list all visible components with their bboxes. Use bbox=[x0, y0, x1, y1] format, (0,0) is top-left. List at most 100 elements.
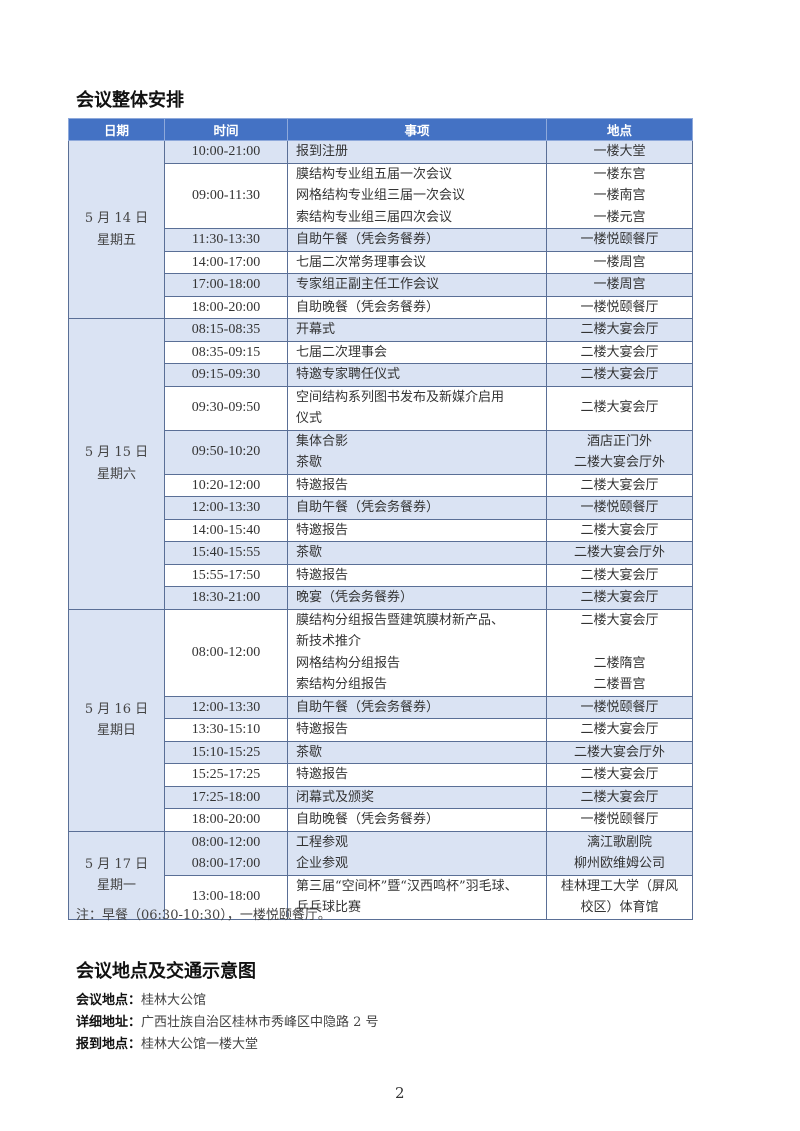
location-text: 二楼大宴会厅 bbox=[580, 612, 659, 628]
location-cell: 二楼大宴会厅 bbox=[546, 340, 693, 364]
location-cell: 酒店正门外 二楼大宴会厅外 bbox=[546, 429, 693, 475]
time-cell: 18:00-20:00 bbox=[164, 808, 288, 832]
time-cell: 18:30-21:00 bbox=[164, 586, 288, 610]
time-cell: 10:00-21:00 bbox=[164, 140, 288, 164]
table-row: 09:00-11:30 膜结构专业组五届一次会议 网格结构专业组三届一次会议 索结构专… bbox=[69, 162, 693, 229]
location-cell: 二楼大宴会厅 二楼隋宫 二楼晋宫 bbox=[546, 608, 693, 697]
time-cell: 15:10-15:25 bbox=[164, 740, 288, 764]
location-text: 二楼大宴会厅外 bbox=[573, 545, 665, 560]
time-cell: 13:30-15:10 bbox=[164, 718, 288, 742]
date-text: 5 月 16 日 bbox=[84, 701, 149, 717]
location-text: 一楼悦颐餐厅 bbox=[580, 812, 659, 827]
item-text: 茶歇 bbox=[296, 744, 323, 760]
time-cell: 17:25-18:00 bbox=[164, 785, 288, 809]
location-cell: 二楼大宴会厅 bbox=[546, 763, 693, 787]
location-cell: 桂林理工大学（屏风 校区）体育馆 bbox=[546, 874, 693, 920]
location-text: 二楼大宴会厅 bbox=[580, 789, 659, 805]
time-cell: 09:50-10:20 bbox=[164, 429, 288, 475]
location-text: 一楼周宫 bbox=[593, 277, 646, 292]
location-text: 一楼周宫 bbox=[593, 254, 646, 270]
location-text: 二楼隋宫 bbox=[593, 655, 646, 671]
item-cell: 膜结构专业组五届一次会议 网格结构专业组三届一次会议 索结构专业组三届四次会议 bbox=[287, 162, 547, 229]
time-text: 08:00-12:00 bbox=[191, 834, 261, 850]
item-cell: 特邀报告 bbox=[287, 563, 547, 587]
info-venue: 会议地点：桂林大公馆 bbox=[76, 993, 207, 1008]
item-cell: 特邀报告 bbox=[287, 763, 547, 787]
location-cell: 二楼大宴会厅 bbox=[546, 318, 693, 342]
item-cell: 第三届“空间杯”暨“汉西鸣杯”羽毛球、 乒乓球比赛 bbox=[287, 874, 547, 920]
location-cell: 一楼悦颐餐厅 bbox=[546, 496, 693, 520]
item-text: 自助午餐（凭会务餐券） bbox=[296, 232, 440, 247]
location-text bbox=[547, 631, 692, 653]
date-cell: 5 月 15 日星期六 bbox=[68, 318, 165, 610]
time-cell: 12:00-13:30 bbox=[164, 496, 288, 520]
item-cell: 自助晚餐（凭会务餐券） bbox=[287, 295, 547, 319]
info-address: 详细地址：广西壮族自治区桂林市秀峰区中隐路 2 号 bbox=[76, 1015, 379, 1030]
date-text: 5 月 17 日 bbox=[84, 856, 149, 872]
date-cell: 5 月 16 日星期日 bbox=[68, 608, 165, 832]
weekday-text: 星期日 bbox=[96, 723, 136, 738]
section-title-venue: 会议地点及交通示意图 bbox=[76, 961, 256, 982]
time-cell: 09:30-09:50 bbox=[164, 385, 288, 431]
item-text: 闭幕式及颁奖 bbox=[296, 789, 375, 805]
item-cell: 空间结构系列图书发布及新媒介启用 仪式 bbox=[287, 385, 547, 431]
table-row: 09:50-10:20 集体合影 茶歇 酒店正门外 二楼大宴会厅外 bbox=[68, 429, 693, 475]
time-cell: 18:00-20:00 bbox=[164, 295, 288, 319]
header-location: 地点 bbox=[546, 118, 693, 141]
time-text: 08:00-17:00 bbox=[191, 856, 261, 871]
item-cell: 茶歇 bbox=[287, 740, 547, 764]
item-text: 企业参观 bbox=[296, 856, 349, 871]
table-row: 15:10-15:25 茶歇 二楼大宴会厅外 bbox=[68, 740, 693, 764]
item-cell: 自助午餐（凭会务餐券） bbox=[287, 228, 547, 252]
location-cell: 一楼悦颐餐厅 bbox=[546, 808, 693, 832]
time-cell: 08:00-12:00 08:00-17:00 bbox=[164, 830, 288, 876]
header-time: 时间 bbox=[164, 118, 288, 141]
item-cell: 茶歇 bbox=[287, 541, 547, 565]
location-text: 一楼悦颐餐厅 bbox=[580, 232, 659, 247]
item-text: 仪式 bbox=[296, 411, 323, 426]
location-cell: 一楼大堂 bbox=[546, 140, 693, 164]
section-title-schedule: 会议整体安排 bbox=[76, 90, 184, 111]
location-cell: 一楼东宫 一楼南宫 一楼元宫 bbox=[546, 162, 693, 229]
location-text: 桂林理工大学（屏风 bbox=[560, 878, 678, 894]
table-row: 18:00-20:00 自助晚餐（凭会务餐券） 一楼悦颐餐厅 bbox=[69, 808, 693, 832]
weekday-text: 星期六 bbox=[96, 466, 136, 482]
location-cell: 二楼大宴会厅 bbox=[546, 518, 693, 542]
time-cell: 12:00-13:30 bbox=[164, 695, 288, 719]
item-text: 索结构专业组三届四次会议 bbox=[296, 209, 453, 225]
item-text: 茶歇 bbox=[296, 455, 323, 470]
location-cell: 一楼悦颐餐厅 bbox=[546, 295, 693, 319]
time-cell: 15:40-15:55 bbox=[164, 541, 288, 565]
location-text: 二楼大宴会厅 bbox=[580, 567, 659, 583]
date-cell: 5 月 17 日星期一 bbox=[68, 830, 165, 920]
time-cell: 13:00-18:00 bbox=[164, 874, 288, 920]
table-row: 5 月 16 日星期日 08:00-12:00 膜结构分组报告暨建筑膜材新产品、 新技… bbox=[68, 608, 693, 832]
location-text: 漓江歌剧院 bbox=[586, 834, 652, 850]
item-cell: 特邀专家聘任仪式 bbox=[287, 363, 547, 387]
item-cell: 特邀报告 bbox=[287, 473, 547, 497]
location-text: 一楼元宫 bbox=[593, 209, 646, 225]
table-row: 5 月 17 日星期一 08:00-12:00 08:00-17:00 工程参观企业参… bbox=[68, 830, 693, 920]
time-cell: 17:00-18:00 bbox=[164, 273, 288, 297]
location-cell: 二楼大宴会厅 bbox=[546, 563, 693, 587]
item-text: 报到注册 bbox=[296, 144, 349, 159]
table-row: 17:00-18:00 专家组正副主任工作会议 一楼周宫 bbox=[68, 273, 693, 297]
location-text: 二楼大宴会厅 bbox=[580, 367, 659, 382]
item-text: 乒乓球比赛 bbox=[296, 900, 362, 915]
item-text: 索结构分组报告 bbox=[296, 677, 388, 692]
location-cell: 二楼大宴会厅 bbox=[546, 586, 693, 610]
location-text: 二楼大宴会厅 bbox=[580, 477, 659, 493]
table-row: 5 月 15 日星期六 08:15-08:35 开幕式 二楼大宴会厅 bbox=[68, 318, 693, 610]
breakfast-note: 注：早餐（06:30-10:30），一楼悦颐餐厅。 bbox=[76, 908, 331, 923]
item-text: 特邀报告 bbox=[296, 722, 349, 737]
time-cell: 08:15-08:35 bbox=[164, 318, 288, 342]
location-cell: 二楼大宴会厅 bbox=[546, 718, 693, 742]
time-cell: 09:15-09:30 bbox=[164, 363, 288, 387]
table-row: 5 月 14 日星期五 10:00-21:00 报到注册 一楼大堂 bbox=[68, 140, 693, 319]
item-text: 空间结构系列图书发布及新媒介启用 bbox=[296, 389, 505, 405]
time-cell: 15:55-17:50 bbox=[164, 563, 288, 587]
item-text: 工程参观 bbox=[296, 834, 349, 850]
location-text: 二楼大宴会厅 bbox=[580, 722, 659, 737]
item-cell: 自助午餐（凭会务餐券） bbox=[287, 695, 547, 719]
date-text: 5 月 14 日 bbox=[84, 211, 149, 226]
